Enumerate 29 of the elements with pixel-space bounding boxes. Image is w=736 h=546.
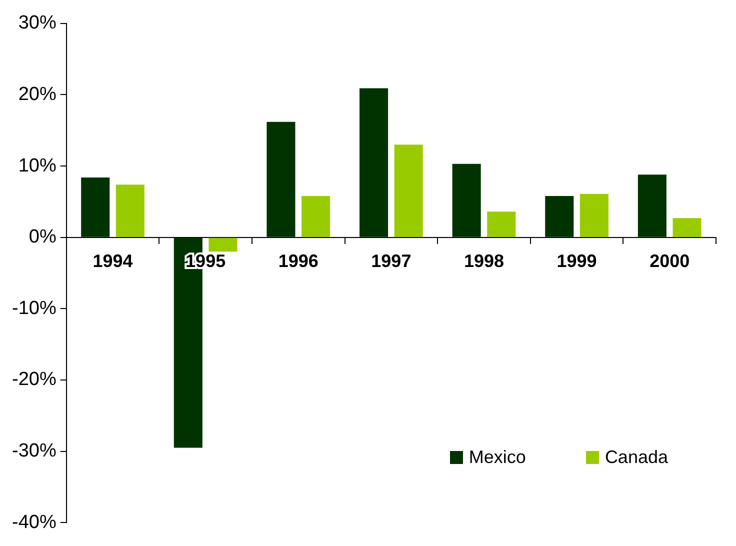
bar [452,164,481,237]
y-tick-label: 20% [18,84,56,105]
bar [302,196,330,237]
bar [266,122,296,237]
legend-label: Mexico [468,447,526,468]
y-tick-label: 10% [18,155,56,176]
x-tick-label: 1996 [278,251,318,272]
bar [81,177,110,237]
x-tick-label: 1998 [464,251,504,272]
bar [116,184,144,237]
x-tick-label: 1997 [371,251,412,272]
x-tick-label: 1994 [92,251,133,272]
legend-label: Canada [604,447,668,468]
bar [672,218,702,237]
bar [638,174,666,237]
bar [394,144,423,237]
x-tick-label: 2000 [650,251,690,272]
y-tick-label: -30% [12,440,56,462]
y-tick-label: 30% [18,12,56,34]
y-tick-label: -20% [12,369,56,390]
y-tick-label: 0% [28,226,56,248]
y-tick-label: -40% [12,512,56,533]
x-tick-label: 1999 [556,251,597,272]
bar [545,196,574,237]
bar [487,212,516,237]
bar [360,88,388,237]
bar [580,194,608,237]
y-tick-label: -10% [12,298,56,319]
bar [208,238,238,252]
